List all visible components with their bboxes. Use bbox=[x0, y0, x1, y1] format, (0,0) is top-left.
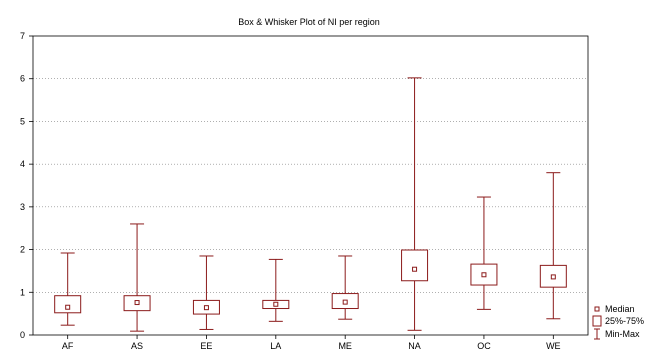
box-la bbox=[262, 258, 290, 322]
x-tick-label: AS bbox=[131, 341, 143, 351]
legend-item-whisker: Min-Max bbox=[594, 328, 640, 340]
y-tick-label: 2 bbox=[20, 245, 25, 255]
box-oc bbox=[470, 196, 498, 310]
median-marker bbox=[550, 274, 556, 280]
median-marker bbox=[481, 272, 487, 278]
legend-median-icon bbox=[594, 306, 600, 312]
y-tick-label: 1 bbox=[20, 287, 25, 297]
median-marker bbox=[65, 304, 71, 310]
y-tick-label: 6 bbox=[20, 74, 25, 84]
x-tick-label: AF bbox=[62, 341, 74, 351]
x-tick-label: EE bbox=[200, 341, 212, 351]
x-tick-label: WE bbox=[546, 341, 561, 351]
median-marker bbox=[342, 299, 348, 305]
iqr-box bbox=[54, 295, 82, 314]
y-tick-label: 7 bbox=[20, 31, 25, 41]
chart-title: Box & Whisker Plot of NI per region bbox=[238, 17, 380, 27]
x-tick-label: OC bbox=[477, 341, 491, 351]
box-af bbox=[54, 252, 82, 326]
iqr-box bbox=[401, 249, 429, 282]
box-as bbox=[123, 223, 151, 332]
median-marker bbox=[203, 305, 209, 311]
box-ee bbox=[192, 255, 220, 330]
plot-area bbox=[54, 77, 567, 332]
x-tick-label: NA bbox=[408, 341, 421, 351]
median-marker bbox=[134, 300, 140, 306]
legend-box-icon bbox=[592, 315, 602, 327]
legend-item-median: Median bbox=[594, 304, 635, 314]
legend-label: 25%-75% bbox=[605, 316, 644, 326]
box-me bbox=[331, 255, 359, 320]
box-we bbox=[539, 172, 567, 320]
plot-frame bbox=[32, 35, 589, 336]
axes: 0 1 2 3 4 5 6 7 AF AS EE LA ME NA OC WE bbox=[20, 31, 589, 351]
box-na bbox=[401, 77, 429, 331]
y-tick-label: 5 bbox=[20, 116, 25, 126]
median-marker bbox=[273, 301, 279, 307]
x-tick-label: ME bbox=[338, 341, 352, 351]
y-tick-label: 4 bbox=[20, 159, 25, 169]
legend-label: Min-Max bbox=[605, 329, 640, 339]
y-tick-label: 0 bbox=[20, 330, 25, 340]
grid bbox=[33, 78, 588, 293]
median-marker bbox=[412, 266, 418, 272]
x-tick-label: LA bbox=[270, 341, 281, 351]
y-tick-label: 3 bbox=[20, 202, 25, 212]
legend-label: Median bbox=[605, 304, 635, 314]
legend-item-box: 25%-75% bbox=[592, 315, 644, 327]
legend: Median 25%-75% Min-Max bbox=[592, 304, 644, 340]
